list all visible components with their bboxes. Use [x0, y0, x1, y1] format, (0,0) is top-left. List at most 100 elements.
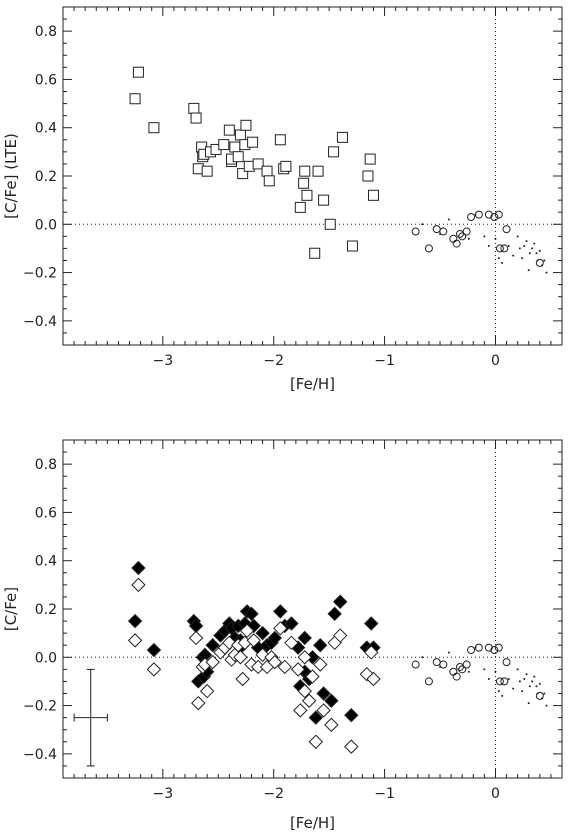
- open-square-point: [229, 141, 241, 153]
- dot-point: [487, 678, 490, 681]
- filled-diamond-point: [205, 638, 220, 653]
- dot-point: [497, 257, 500, 260]
- open-square-point: [223, 124, 235, 136]
- open-diamond-point: [146, 662, 162, 677]
- filled-diamond-point: [273, 604, 288, 619]
- dot-point: [521, 257, 524, 260]
- y-tick-label: 0.2: [35, 602, 57, 618]
- open-circle-point: [502, 658, 511, 667]
- filled-diamond-point: [297, 630, 312, 646]
- open-square-point: [336, 131, 348, 143]
- dot-point: [541, 697, 544, 700]
- dot-point: [518, 680, 521, 683]
- dot-point: [494, 237, 497, 240]
- open-square-point: [328, 146, 340, 158]
- open-square-point: [148, 122, 160, 134]
- y-tick-label: −0.4: [23, 314, 57, 330]
- x-tick-label: −2: [263, 353, 284, 369]
- open-square-point: [362, 170, 374, 182]
- open-square-point: [234, 129, 246, 141]
- plot-frame: [62, 6, 563, 346]
- open-square-point: [346, 240, 358, 252]
- x-tick-label: −3: [152, 353, 173, 369]
- dot-point: [507, 245, 510, 248]
- dot-point: [494, 670, 497, 673]
- open-circle-point: [494, 210, 503, 219]
- y-axis-label: [C/Fe]: [2, 587, 20, 631]
- y-tick-label: −0.2: [23, 266, 57, 282]
- dot-point: [521, 690, 524, 693]
- open-square-point: [237, 168, 249, 180]
- open-circle-point: [452, 672, 461, 681]
- open-circle-point: [467, 213, 476, 222]
- open-circle-point: [462, 227, 471, 236]
- dot-point: [487, 245, 490, 248]
- open-circle-point: [500, 677, 509, 686]
- y-tick-label: 0.0: [35, 650, 57, 666]
- y-tick-label: 0.2: [35, 169, 57, 185]
- error-bar: [73, 668, 108, 767]
- open-circle-point: [449, 667, 458, 676]
- open-diamond-point: [313, 657, 328, 672]
- open-square-point: [188, 102, 200, 114]
- dot-point: [439, 232, 442, 235]
- dot-point: [535, 685, 538, 688]
- filled-diamond-point: [146, 642, 162, 658]
- x-tick-label: −1: [374, 353, 395, 369]
- open-circle-point: [500, 244, 509, 253]
- open-square-point: [309, 247, 321, 259]
- open-circle-point: [458, 232, 467, 241]
- open-circle-point: [432, 225, 441, 234]
- filled-diamond-point: [127, 613, 143, 629]
- open-square-point: [274, 134, 286, 146]
- open-diamond-point: [273, 621, 288, 636]
- y-tick-label: 0.8: [35, 24, 57, 40]
- dot-point: [516, 668, 519, 671]
- open-diamond-point: [290, 662, 306, 677]
- open-circle-point: [535, 258, 544, 267]
- open-circle-point: [411, 227, 420, 236]
- dot-point: [467, 670, 470, 673]
- dot-point: [528, 252, 531, 255]
- y-tick-label: 0.0: [35, 217, 57, 233]
- panel-bottom: −3 −2 −1 0 −0.4 −0.2 0.0 0.2 0.4 0.6 0.8 [Fe/H] [C/F…: [2, 439, 563, 832]
- open-diamond-point: [308, 734, 324, 749]
- dot-point: [538, 249, 541, 252]
- dot-point: [421, 656, 424, 659]
- dot-series: [421, 213, 548, 274]
- open-diamond-point: [188, 630, 204, 646]
- filled-diamond-point: [255, 625, 270, 641]
- dot-point: [531, 680, 534, 683]
- dot-point: [474, 646, 477, 649]
- dot-point: [536, 259, 539, 262]
- dot-point: [421, 223, 424, 226]
- dot-point: [518, 247, 521, 250]
- filled-diamond-point: [327, 606, 342, 622]
- open-diamond-point: [277, 659, 292, 675]
- dot-point: [533, 242, 536, 245]
- open-diamond-point: [364, 645, 379, 660]
- open-circle-point: [411, 660, 420, 669]
- open-diamond-point: [297, 683, 312, 699]
- open-square-point: [294, 201, 306, 213]
- filled-diamond-point: [308, 710, 324, 725]
- y-tick-label: 0.4: [35, 121, 57, 137]
- filled-diamond-point: [316, 686, 331, 701]
- dot-point: [535, 252, 538, 255]
- open-square-point: [298, 177, 310, 189]
- dot-point: [523, 245, 526, 248]
- filled-diamond-point: [313, 638, 328, 653]
- open-diamond-point: [131, 577, 146, 593]
- filled-diamond-point: [267, 630, 283, 646]
- filled-diamond-point: [364, 616, 379, 631]
- dot-point: [439, 665, 442, 668]
- open-diamond-point: [246, 633, 261, 648]
- open-diamond-point: [191, 695, 206, 711]
- dot-point: [501, 694, 504, 697]
- open-circle-point: [439, 660, 448, 669]
- dot-point: [528, 685, 531, 688]
- filled-diamond-point: [131, 560, 146, 576]
- dot-point: [447, 218, 450, 221]
- open-diamond-point: [235, 671, 250, 687]
- filled-diamond-point: [324, 693, 339, 708]
